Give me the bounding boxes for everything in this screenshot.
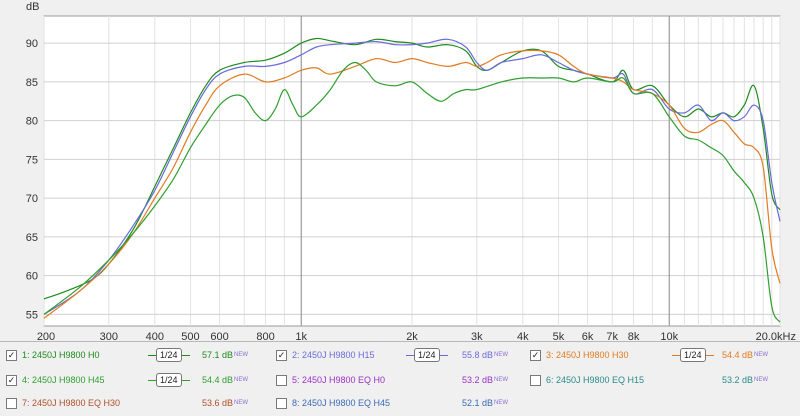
x-tick-label: 3k — [471, 331, 483, 341]
x-tick-label: 7k — [606, 331, 618, 341]
y-tick-label: 70 — [26, 193, 38, 205]
level-readout: 54.4 dB NEW — [722, 345, 768, 365]
new-badge: NEW — [494, 352, 509, 358]
x-tick-label: 500 — [181, 331, 199, 341]
x-tick-label: 600 — [210, 331, 228, 341]
legend-label: 1: 2450J H9800 H0 — [22, 350, 100, 360]
legend-label: 3: 2450J H9800 H30 — [546, 350, 629, 360]
y-tick-label: 55 — [26, 309, 38, 321]
legend-item-6[interactable]: 6: 2450J H9800 EQ H15 — [530, 370, 644, 390]
smoothing-line-left — [672, 354, 680, 356]
legend-item-7[interactable]: 7: 2450J H9800 EQ H30 — [6, 393, 120, 413]
smoothing-selector[interactable]: 1/24 — [406, 345, 448, 365]
legend-label: 8: 2450J H9800 EQ H45 — [292, 398, 391, 408]
legend-panel: ✓ 1: 2450J H9800 H0 1/24 57.1 dB NEW ✓ 2: 2450… — [0, 341, 800, 416]
smoothing-selector[interactable]: 1/24 — [148, 370, 190, 390]
x-tick-label: 1k — [295, 331, 307, 341]
smoothing-value: 1/24 — [156, 373, 182, 387]
legend-item-5[interactable]: 5: 2450J H9800 EQ H0 — [276, 370, 385, 390]
legend-label: 5: 2450J H9800 EQ H0 — [292, 375, 386, 385]
series-line-3 — [43, 49, 781, 319]
level-readout: 53.6 dB NEW — [202, 393, 248, 413]
level-readout: 54.4 dB NEW — [202, 370, 248, 390]
smoothing-line-right — [181, 354, 190, 356]
legend-item-3[interactable]: ✓ 3: 2450J H9800 H30 — [530, 345, 629, 365]
x-tick-label: 200 — [37, 331, 55, 341]
legend-label: 7: 2450J H9800 EQ H30 — [22, 398, 121, 408]
y-tick-label: 80 — [26, 116, 38, 128]
smoothing-line-left — [406, 354, 414, 356]
legend-checkbox[interactable]: ✓ — [6, 349, 17, 361]
x-tick-label: 8k — [628, 331, 640, 341]
x-tick-label: 4k — [517, 331, 529, 341]
smoothing-selector[interactable]: 1/24 — [148, 345, 190, 365]
legend-checkbox[interactable] — [276, 397, 287, 409]
new-badge: NEW — [754, 352, 769, 358]
axes: 90 85 80 75 70 65 60 55 200 300 400 500 600 800 1k 2k 3k… — [26, 38, 796, 341]
series-line-1 — [43, 37, 781, 300]
legend-item-2[interactable]: ✓ 2: 2450J H9800 H15 — [276, 345, 375, 365]
level-value: 53.6 dB — [202, 398, 234, 408]
grid — [43, 16, 781, 326]
series-line-4 — [43, 61, 781, 323]
legend-checkbox[interactable] — [530, 374, 541, 386]
legend-label: 4: 2450J H9800 H45 — [22, 375, 105, 385]
new-badge: NEW — [494, 400, 509, 406]
y-tick-label: 60 — [26, 271, 38, 283]
legend-item-8[interactable]: 8: 2450J H9800 EQ H45 — [276, 393, 390, 413]
level-value: 53.2 dB — [462, 375, 494, 385]
level-value: 57.1 dB — [202, 350, 234, 360]
legend-checkbox[interactable]: ✓ — [530, 349, 541, 361]
new-badge: NEW — [234, 377, 249, 383]
x-tick-label: 10k — [660, 331, 678, 341]
legend-checkbox[interactable]: ✓ — [276, 349, 287, 361]
level-value: 52.1 dB — [462, 398, 494, 408]
level-readout: 53.2 dB NEW — [462, 370, 508, 390]
legend-checkbox[interactable]: ✓ — [6, 374, 17, 386]
smoothing-line-right — [439, 354, 448, 356]
smoothing-line-left — [148, 379, 156, 381]
level-value: 54.4 dB — [722, 350, 754, 360]
x-tick-label: 400 — [146, 331, 164, 341]
legend-label: 2: 2450J H9800 H15 — [292, 350, 375, 360]
legend-checkbox[interactable] — [6, 397, 17, 409]
y-tick-label: 85 — [26, 77, 38, 89]
y-tick-label: 90 — [26, 38, 38, 50]
new-badge: NEW — [494, 377, 509, 383]
level-readout: 55.8 dB NEW — [462, 345, 508, 365]
level-value: 53.2 dB — [722, 375, 754, 385]
level-readout: 52.1 dB NEW — [462, 393, 508, 413]
smoothing-value: 1/24 — [414, 348, 440, 362]
smoothing-line-left — [148, 354, 156, 356]
series-lines — [43, 37, 781, 323]
legend-checkbox[interactable] — [276, 374, 287, 386]
new-badge: NEW — [234, 400, 249, 406]
x-tick-label: 2k — [406, 331, 418, 341]
x-tick-label: 800 — [256, 331, 274, 341]
level-readout: 53.2 dB NEW — [722, 370, 768, 390]
level-readout: 57.1 dB NEW — [202, 345, 248, 365]
smoothing-value: 1/24 — [680, 348, 706, 362]
level-value: 55.8 dB — [462, 350, 494, 360]
x-tick-label: 6k — [582, 331, 594, 341]
y-axis-label: dB — [26, 1, 39, 13]
x-tick-label: 5k — [553, 331, 565, 341]
smoothing-value: 1/24 — [156, 348, 182, 362]
series-line-2 — [43, 38, 781, 315]
smoothing-line-right — [181, 379, 190, 381]
new-badge: NEW — [234, 352, 249, 358]
legend-item-4[interactable]: ✓ 4: 2450J H9800 H45 — [6, 370, 105, 390]
frequency-response-chart: 90 85 80 75 70 65 60 55 200 300 400 500 600 800 1k 2k 3k… — [26, 1, 796, 341]
x-tick-label: 20.0kHz — [756, 331, 796, 341]
y-tick-label: 75 — [26, 154, 38, 166]
legend-label: 6: 2450J H9800 EQ H15 — [546, 375, 645, 385]
smoothing-selector[interactable]: 1/24 — [672, 345, 714, 365]
level-value: 54.4 dB — [202, 375, 234, 385]
x-tick-label: 300 — [100, 331, 118, 341]
smoothing-line-right — [705, 354, 714, 356]
y-tick-label: 65 — [26, 232, 38, 244]
legend-item-1[interactable]: ✓ 1: 2450J H9800 H0 — [6, 345, 100, 365]
new-badge: NEW — [754, 377, 769, 383]
